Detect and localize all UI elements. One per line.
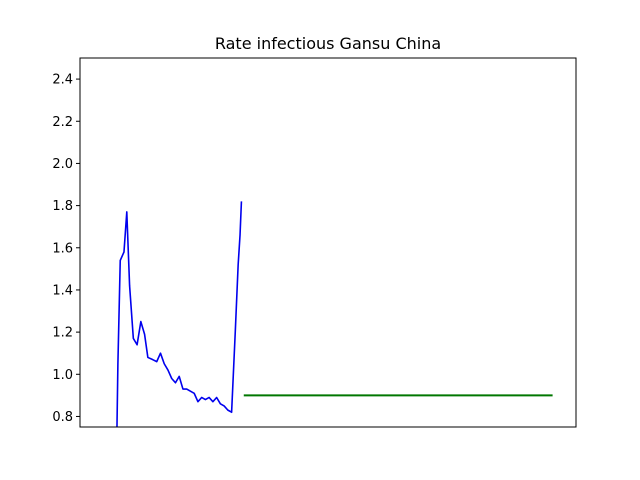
y-tick-label: 2.0: [52, 157, 73, 172]
y-tick-label: 2.2: [52, 115, 73, 130]
y-tick-label: 1.2: [52, 326, 73, 341]
chart-title: Rate infectious Gansu China: [215, 34, 441, 53]
y-tick-label: 2.4: [52, 73, 73, 88]
y-tick-label: 1.0: [52, 368, 73, 383]
y-tick-label: 1.6: [52, 241, 73, 256]
y-axis: 0.8 1.0 1.2 1.4 1.6 1.8 2.0 2.2 2.4: [52, 73, 80, 425]
y-tick-label: 0.8: [52, 410, 73, 425]
series-line-1: [116, 201, 243, 428]
y-tick-label: 1.4: [52, 283, 73, 298]
plot-frame: [79, 57, 577, 428]
y-tick-label: 1.8: [52, 199, 73, 214]
series-layer: [116, 201, 553, 428]
